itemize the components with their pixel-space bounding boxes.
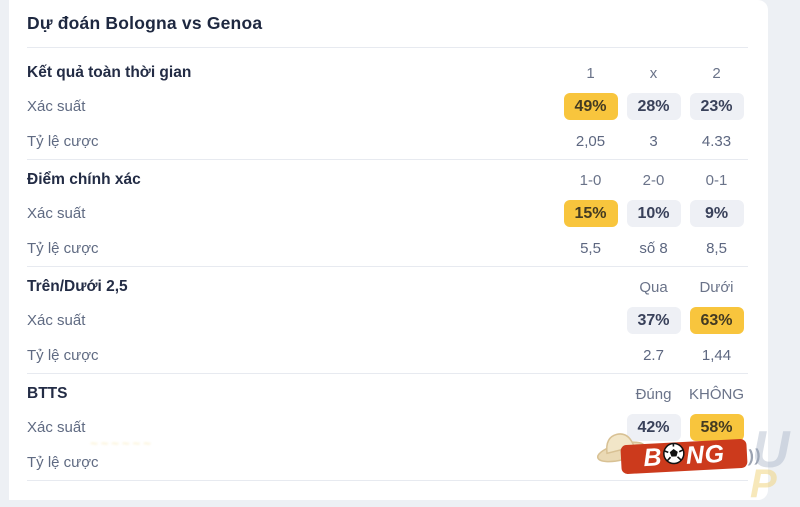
odds-label: Tỷ lệ cược — [27, 454, 99, 471]
odds-label: Tỷ lệ cược — [27, 133, 99, 150]
probability-cell: 15% — [559, 200, 622, 227]
section-title: Kết quả toàn thời gian — [27, 64, 192, 81]
prediction-card: Dự đoán Bologna vs Genoa Kết quả toàn th… — [9, 0, 768, 500]
probability-badge-highlighted: 49% — [563, 93, 618, 120]
odds-row: Tỷ lệ cược 2,05 3 4.33 — [27, 124, 748, 159]
probability-row: Xác suất 15% 10% 9% — [27, 196, 748, 231]
probability-cell: 58% — [685, 414, 748, 441]
probability-badge: 37% — [626, 307, 681, 334]
probability-badge: 28% — [626, 93, 681, 120]
column-headers: 1 x 2 — [559, 65, 748, 82]
column-headers: Qua Dưới — [622, 279, 748, 296]
section-title: Trên/Dưới 2,5 — [27, 278, 128, 295]
probability-badge: 9% — [689, 200, 744, 227]
prediction-section: Điểm chính xác 1-0 2-0 0-1 Xác suất 15% 10%… — [27, 160, 748, 267]
sections: Kết quả toàn thời gian 1 x 2 Xác suất 49% 2… — [27, 48, 748, 481]
probability-label: Xác suất — [27, 205, 86, 222]
odds-row: Tỷ lệ cược 2.7 1,44 — [27, 338, 748, 373]
probability-cell: 28% — [622, 93, 685, 120]
odds-value: số 8 — [639, 240, 668, 257]
column-header: 1 — [586, 64, 595, 82]
prediction-section: BTTS Đúng KHÔNG Xác suất 42% 58% Tỷ lệ cượ… — [27, 374, 748, 481]
card-header: Dự đoán Bologna vs Genoa — [27, 0, 748, 48]
section-header-row: Trên/Dưới 2,5 Qua Dưới — [27, 271, 748, 303]
odds-value: 2,05 — [575, 133, 606, 150]
column-header: 2 — [712, 64, 721, 82]
odds-value: 2.7 — [643, 347, 664, 364]
section-header-row: Kết quả toàn thời gian 1 x 2 — [27, 57, 748, 89]
probability-row: Xác suất 37% 63% — [27, 303, 748, 338]
probability-cell: 10% — [622, 200, 685, 227]
odds-value: 3 — [649, 133, 658, 150]
column-header: 0-1 — [705, 171, 728, 189]
probability-cell: 63% — [685, 307, 748, 334]
odds-cells: 5,5 số 8 8,5 — [559, 240, 748, 257]
column-headers: 1-0 2-0 0-1 — [559, 172, 748, 189]
probability-label: Xác suất — [27, 419, 86, 436]
odds-value: 4.33 — [701, 133, 732, 150]
column-header: KHÔNG — [688, 385, 744, 403]
probability-label: Xác suất — [27, 98, 86, 115]
probability-badge: 10% — [626, 200, 681, 227]
probability-label: Xác suất — [27, 312, 86, 329]
column-header: x — [649, 64, 658, 82]
section-title: Điểm chính xác — [27, 171, 141, 188]
probability-badge-highlighted: 58% — [689, 414, 744, 441]
odds-value: 8,5 — [706, 240, 727, 257]
odds-label: Tỷ lệ cược — [27, 240, 99, 257]
probability-cells: 15% 10% 9% — [559, 200, 748, 227]
probability-cells: 49% 28% 23% — [559, 93, 748, 120]
odds-label: Tỷ lệ cược — [27, 347, 99, 364]
page-title: Dự đoán Bologna vs Genoa — [27, 13, 263, 33]
probability-cells: 37% 63% — [622, 307, 748, 334]
prediction-section: Trên/Dưới 2,5 Qua Dưới Xác suất 37% 63% Tỷ… — [27, 267, 748, 374]
probability-row: Xác suất 42% 58% — [27, 410, 748, 445]
probability-row: Xác suất 49% 28% 23% — [27, 89, 748, 124]
probability-badge: 42% — [626, 414, 681, 441]
probability-cell: 37% — [622, 307, 685, 334]
odds-row: Tỷ lệ cược — [27, 445, 748, 480]
column-header: 2-0 — [642, 171, 665, 189]
probability-cell: 42% — [622, 414, 685, 441]
section-header-row: BTTS Đúng KHÔNG — [27, 378, 748, 410]
probability-cells: 42% 58% — [622, 414, 748, 441]
column-header: Đúng — [635, 385, 672, 403]
column-header: Dưới — [699, 278, 734, 296]
column-headers: Đúng KHÔNG — [622, 386, 748, 403]
probability-badge-highlighted: 63% — [689, 307, 744, 334]
column-header: 1-0 — [579, 171, 602, 189]
prediction-section: Kết quả toàn thời gian 1 x 2 Xác suất 49% 2… — [27, 48, 748, 160]
probability-cell: 23% — [685, 93, 748, 120]
probability-cell: 9% — [685, 200, 748, 227]
odds-cells: 2.7 1,44 — [622, 347, 748, 364]
probability-cell: 49% — [559, 93, 622, 120]
odds-cells: 2,05 3 4.33 — [559, 133, 748, 150]
odds-value: 1,44 — [701, 347, 732, 364]
section-header-row: Điểm chính xác 1-0 2-0 0-1 — [27, 164, 748, 196]
probability-badge: 23% — [689, 93, 744, 120]
probability-badge-highlighted: 15% — [563, 200, 618, 227]
odds-row: Tỷ lệ cược 5,5 số 8 8,5 — [27, 231, 748, 266]
odds-value: 5,5 — [580, 240, 601, 257]
column-header: Qua — [639, 278, 668, 296]
section-title: BTTS — [27, 385, 68, 402]
